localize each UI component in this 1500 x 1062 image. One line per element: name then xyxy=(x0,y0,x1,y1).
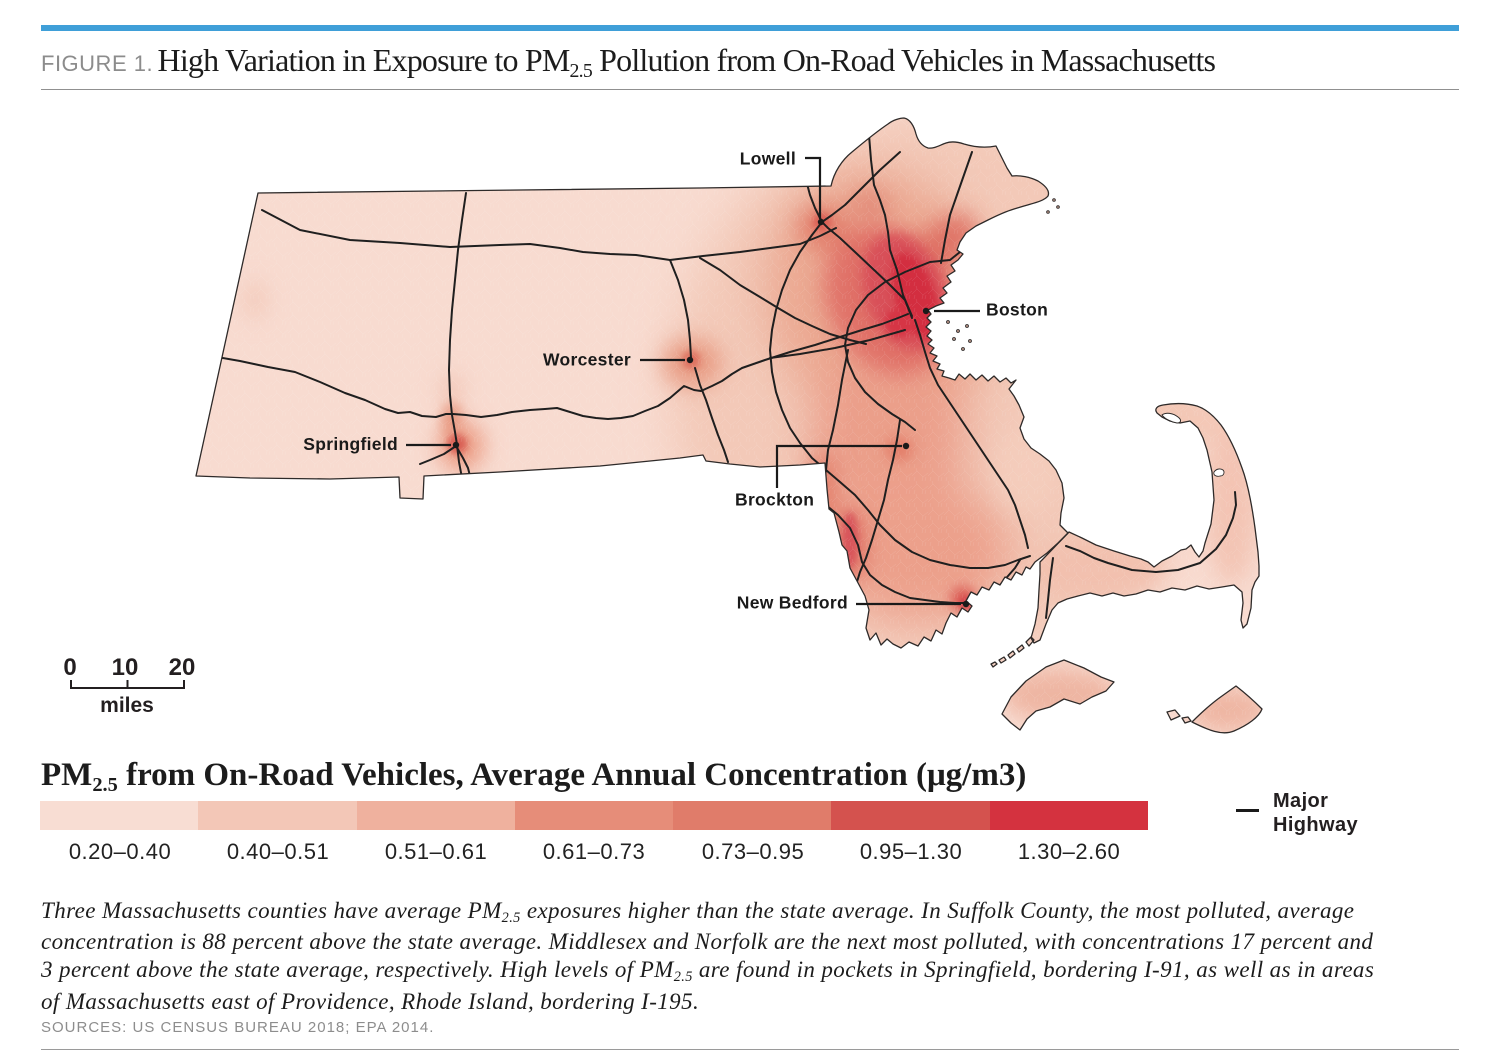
svg-text:Worcester: Worcester xyxy=(543,350,631,370)
svg-text:Springfield: Springfield xyxy=(303,434,398,454)
svg-text:Lowell: Lowell xyxy=(740,149,796,169)
svg-text:10: 10 xyxy=(112,654,139,681)
svg-text:New Bedford: New Bedford xyxy=(737,593,848,613)
svg-text:Brockton: Brockton xyxy=(735,490,814,510)
svg-text:0: 0 xyxy=(63,654,76,681)
svg-text:Boston: Boston xyxy=(986,300,1048,320)
svg-text:20: 20 xyxy=(169,654,196,681)
svg-text:miles: miles xyxy=(100,694,154,717)
